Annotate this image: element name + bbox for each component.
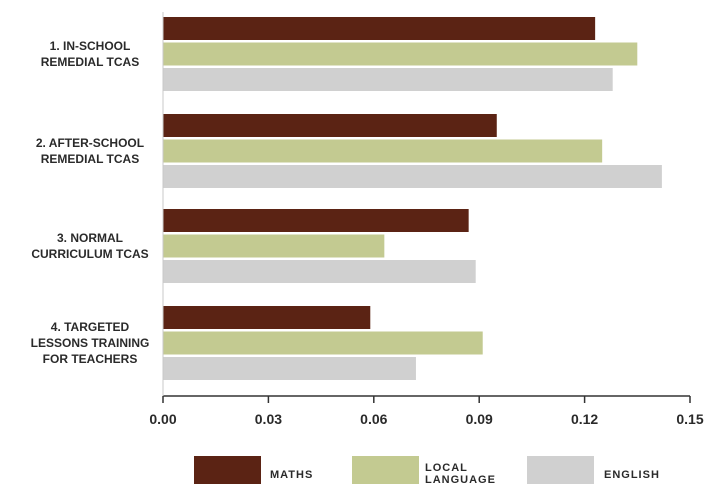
category-label-1-line-2: REMEDIAL TCAS (41, 55, 139, 69)
legend-label-maths: MATHS (270, 469, 313, 481)
bar-4-maths (163, 306, 371, 329)
category-label-4-line-3: FOR TEACHERS (43, 352, 138, 366)
legend-label-local-language-line-2: LANGUAGE (425, 474, 496, 484)
category-label-2-line-1: 2. AFTER-SCHOOL (36, 136, 144, 150)
x-tick-label-2: 0.06 (360, 411, 387, 427)
category-label-4-line-2: LESSONS TRAINING (31, 336, 150, 350)
legend-label-english: ENGLISH (604, 469, 660, 481)
category-labels: 1. IN-SCHOOL REMEDIAL TCAS 2. AFTER-SCHOOL… (31, 39, 150, 366)
bar-2-maths (163, 114, 497, 137)
category-label-3-line-2: CURRICULUM TCAS (31, 247, 148, 261)
x-tick-label-0: 0.00 (149, 411, 176, 427)
x-tick-label-3: 0.09 (466, 411, 493, 427)
bars-group (163, 17, 662, 380)
bar-3-maths (163, 209, 469, 232)
category-label-4-line-1: 4. TARGETED (51, 320, 130, 334)
x-axis-ticks: 0.00 0.03 0.06 0.09 0.12 0.15 (149, 12, 704, 427)
x-tick-label-1: 0.03 (255, 411, 282, 427)
bar-2-english (163, 165, 662, 188)
bar-4-english (163, 357, 416, 380)
x-tick-label-4: 0.12 (571, 411, 598, 427)
legend-swatch-local-language (352, 456, 419, 484)
category-label-3-line-1: 3. NORMAL (57, 231, 123, 245)
bar-1-local-language (163, 42, 638, 66)
bar-3-local-language (163, 234, 385, 258)
legend-swatch-english (527, 456, 594, 484)
category-label-1-line-1: 1. IN-SCHOOL (50, 39, 131, 53)
legend-label-local-language-line-1: LOCAL (425, 462, 468, 474)
legend-swatch-maths (194, 456, 261, 484)
bar-1-maths (163, 17, 596, 40)
bar-4-local-language (163, 331, 483, 355)
bar-2-local-language (163, 139, 603, 163)
x-tick-label-5: 0.15 (676, 411, 703, 427)
category-label-2-line-2: REMEDIAL TCAS (41, 152, 139, 166)
bar-1-english (163, 68, 613, 91)
bar-3-english (163, 260, 476, 283)
